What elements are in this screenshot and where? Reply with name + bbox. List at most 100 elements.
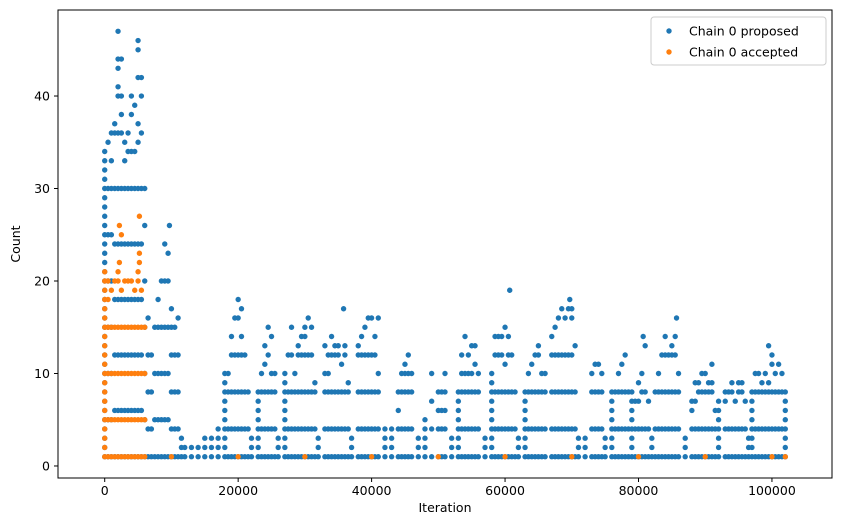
data-point [282, 370, 288, 377]
data-point [502, 454, 508, 460]
data-point [105, 296, 111, 303]
data-point [272, 426, 278, 432]
data-point [682, 444, 688, 451]
data-point [455, 444, 462, 451]
data-point [368, 315, 375, 321]
x-tick-label: 40000 [352, 483, 392, 498]
data-point [499, 333, 505, 340]
data-point [442, 426, 448, 432]
data-point [228, 333, 235, 340]
data-point [375, 426, 381, 432]
data-point [455, 398, 462, 404]
data-point [702, 454, 708, 460]
data-point [136, 259, 143, 266]
data-point [602, 435, 608, 441]
data-point [208, 435, 215, 441]
data-point [655, 370, 662, 377]
data-point [382, 454, 388, 460]
data-point [682, 435, 688, 441]
data-point [375, 370, 381, 377]
data-point [215, 454, 221, 460]
data-point [722, 398, 728, 404]
data-point [255, 398, 261, 404]
data-point [115, 84, 121, 90]
data-point [455, 417, 462, 423]
x-tick-label: 0 [101, 483, 109, 498]
data-point [762, 370, 768, 377]
data-point [428, 398, 435, 404]
data-point [715, 454, 722, 460]
data-point [315, 435, 321, 441]
data-point [422, 435, 428, 441]
data-point [328, 333, 335, 340]
data-point [282, 398, 288, 404]
data-point [138, 296, 145, 303]
data-point [255, 435, 261, 441]
data-point [138, 74, 145, 81]
data-point [552, 324, 558, 330]
x-tick-label: 100000 [748, 483, 796, 498]
y-tick-label: 30 [34, 181, 50, 196]
data-point [512, 426, 518, 432]
data-point [102, 380, 108, 386]
data-point [166, 222, 173, 229]
data-point [408, 426, 415, 432]
data-point [132, 148, 138, 155]
data-point [242, 352, 248, 358]
data-point [282, 380, 288, 386]
data-point [742, 426, 748, 432]
data-point [709, 380, 715, 386]
data-point [102, 435, 108, 441]
x-tick-label: 80000 [619, 483, 659, 498]
data-point [262, 361, 268, 367]
data-point [782, 426, 788, 432]
data-point [105, 139, 111, 145]
data-point [235, 454, 241, 460]
data-point [195, 444, 201, 451]
data-point [165, 370, 171, 377]
data-point [175, 315, 181, 321]
data-point [132, 287, 138, 293]
data-point [782, 407, 788, 414]
data-point [222, 417, 228, 423]
data-point [115, 269, 121, 275]
data-point [102, 407, 108, 414]
x-axis: 0 20000 40000 60000 80000 100000 [101, 478, 796, 498]
data-point [609, 444, 615, 451]
data-point [422, 426, 428, 432]
data-point [772, 370, 778, 377]
data-point [108, 287, 115, 293]
data-point [755, 370, 762, 377]
data-point [749, 435, 755, 441]
data-point [145, 315, 151, 321]
data-point [142, 278, 148, 284]
y-axis-label: Count [8, 225, 23, 262]
data-point [308, 324, 315, 330]
data-point [455, 407, 462, 414]
data-point [515, 444, 522, 451]
data-point [489, 417, 495, 423]
data-point [428, 370, 435, 377]
data-point [102, 306, 108, 312]
data-point [682, 454, 688, 460]
data-point [615, 370, 622, 377]
data-point [509, 352, 515, 358]
data-point [138, 352, 145, 358]
data-point [165, 250, 171, 256]
data-point [482, 454, 488, 460]
data-point [135, 278, 141, 284]
data-point [102, 389, 108, 395]
data-point [162, 241, 168, 247]
data-point [342, 352, 348, 358]
data-point [415, 454, 422, 460]
data-point [535, 352, 542, 358]
data-point [340, 306, 347, 312]
data-point [715, 398, 722, 404]
data-point [295, 343, 301, 349]
data-point [208, 454, 215, 460]
data-point [388, 426, 395, 432]
data-point [102, 259, 108, 266]
data-point [102, 167, 108, 173]
data-point [782, 435, 788, 441]
